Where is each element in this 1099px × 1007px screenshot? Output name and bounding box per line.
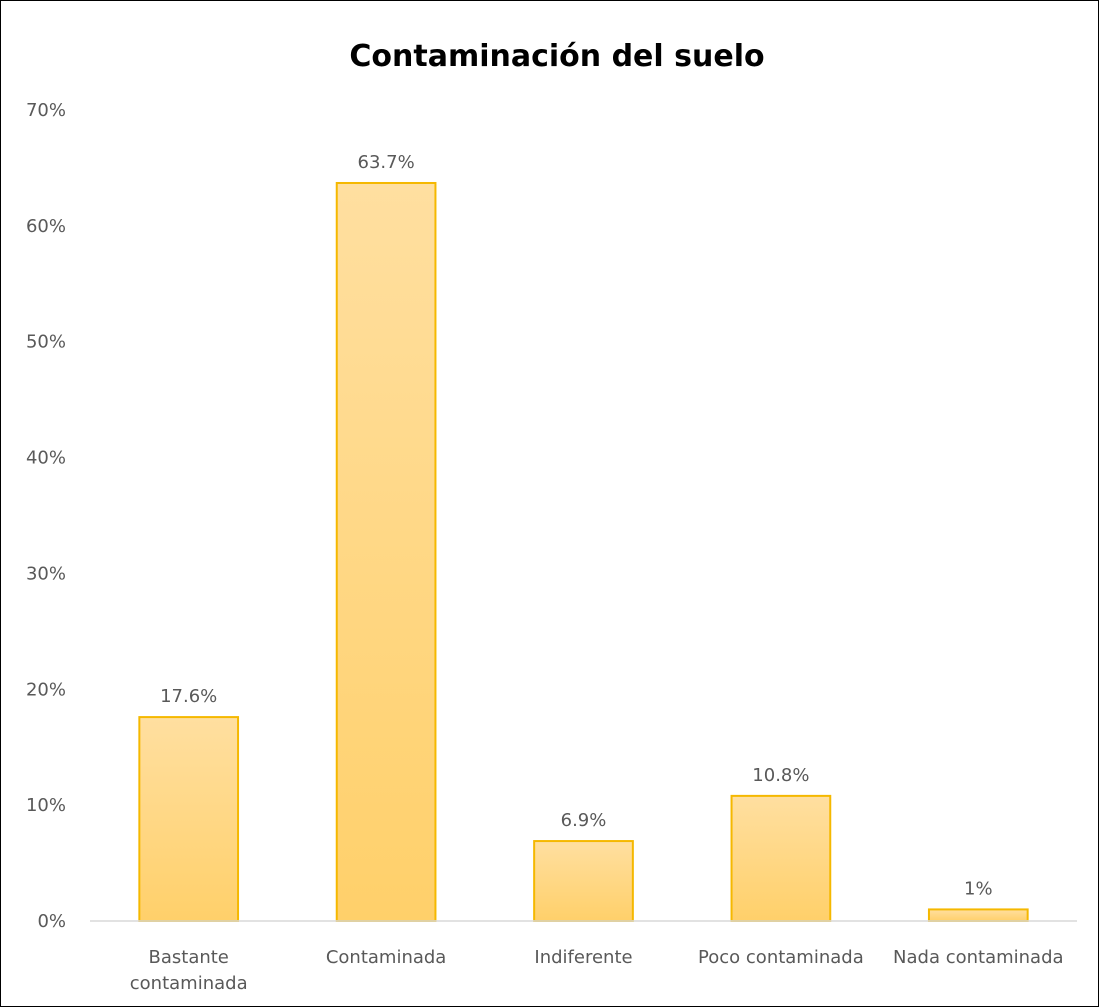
- y-tick-label: 50%: [26, 332, 66, 353]
- y-axis-ticks: 0% 10% 20% 30% 40% 50% 60% 70%: [26, 100, 66, 932]
- chart-title: Contaminación del suelo: [349, 39, 764, 74]
- y-tick-label: 10%: [26, 795, 66, 816]
- data-label: 1%: [964, 878, 993, 899]
- bar: [730, 794, 832, 922]
- category-label: Bastante: [149, 947, 229, 968]
- data-label: 6.9%: [561, 810, 607, 831]
- category-label: Poco contaminada: [698, 947, 864, 968]
- bar: [138, 716, 240, 922]
- category-label: Contaminada: [326, 947, 447, 968]
- category-label: Indiferente: [534, 947, 632, 968]
- bar: [533, 840, 634, 923]
- data-labels: 17.6% 63.7% 6.9% 10.8% 1%: [160, 152, 992, 899]
- bar: [927, 908, 1029, 923]
- y-tick-label: 40%: [26, 448, 66, 469]
- category-label: contaminada: [130, 973, 248, 994]
- bar: [335, 181, 437, 923]
- y-tick-label: 30%: [26, 563, 66, 584]
- y-tick-label: 70%: [26, 100, 66, 121]
- bars: [138, 181, 1029, 923]
- y-tick-label: 0%: [37, 911, 66, 932]
- data-label: 63.7%: [358, 152, 415, 173]
- data-label: 10.8%: [752, 765, 809, 786]
- x-axis-categories: Bastante contaminada Contaminada Indiferent…: [130, 947, 1064, 994]
- y-tick-label: 60%: [26, 216, 66, 237]
- y-tick-label: 20%: [26, 679, 66, 700]
- category-label: Nada contaminada: [893, 947, 1064, 968]
- data-label: 17.6%: [160, 686, 217, 707]
